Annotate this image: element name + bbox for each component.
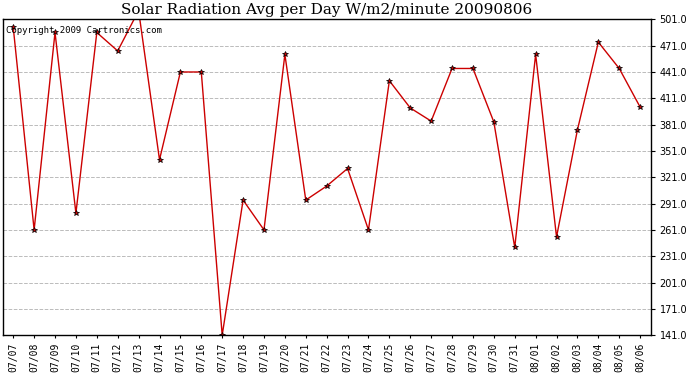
Text: Copyright 2009 Cartronics.com: Copyright 2009 Cartronics.com — [6, 26, 162, 34]
Title: Solar Radiation Avg per Day W/m2/minute 20090806: Solar Radiation Avg per Day W/m2/minute … — [121, 3, 532, 17]
